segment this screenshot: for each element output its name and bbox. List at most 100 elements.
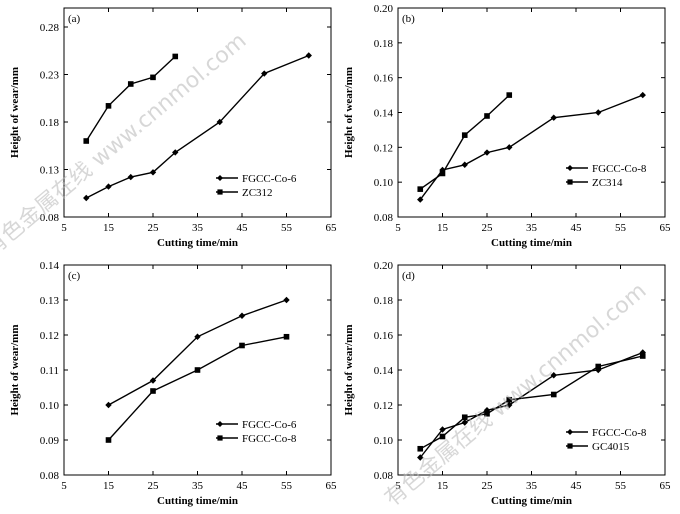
y-tick-label: 0.12	[374, 400, 393, 412]
x-axis-label: Cutting time/min	[491, 495, 572, 507]
data-point-diamond	[127, 173, 134, 181]
x-tick-label: 55	[615, 480, 627, 492]
x-tick-label: 65	[660, 480, 672, 492]
data-point-diamond	[461, 419, 468, 426]
x-tick-label: 15	[437, 480, 449, 492]
y-tick-label: 0.08	[40, 212, 60, 224]
x-tick-label: 25	[482, 222, 494, 234]
data-point-square	[595, 363, 602, 370]
legend: FGCC-Co-8 GC4015	[566, 427, 647, 453]
y-tick-label: 0.09	[40, 435, 60, 447]
y-tick-label: 0.08	[40, 470, 60, 482]
y-tick-label: 0.08	[374, 470, 394, 482]
y-axis-label: Height of wear/mm	[343, 324, 355, 415]
x-tick-label: 55	[281, 222, 293, 234]
x-tick-label: 55	[281, 480, 293, 492]
x-tick-label: 5	[61, 480, 67, 492]
data-point-diamond	[550, 114, 557, 121]
y-tick-label: 0.20	[374, 3, 394, 15]
x-tick-label: 45	[571, 480, 583, 492]
legend-marker-square	[217, 435, 223, 441]
data-point-diamond	[639, 91, 646, 99]
data-point-diamond	[105, 401, 112, 409]
x-tick-label: 15	[103, 222, 115, 234]
data-point-square	[417, 445, 424, 452]
legend-marker-square	[567, 443, 573, 449]
data-point-square	[439, 433, 446, 440]
y-tick-label: 0.13	[40, 295, 60, 307]
series-line-1	[108, 299, 287, 406]
x-tick-label: 55	[615, 222, 627, 234]
y-tick-label: 0.14	[374, 365, 394, 377]
y-tick-label: 0.18	[374, 38, 394, 50]
data-point-square	[461, 132, 468, 138]
x-tick-label: 25	[148, 222, 160, 234]
data-point-diamond	[417, 196, 424, 203]
data-point-square	[484, 410, 490, 417]
chart-panel-1: 5 15 25 35 45 55 65 0.08 0.13 0.18 0.23 0.28 Cutting…	[9, 7, 338, 249]
data-point-diamond	[305, 52, 312, 59]
data-point-diamond	[194, 333, 201, 340]
y-tick-label: 0.16	[374, 73, 394, 85]
x-axis-label: Cutting time/min	[157, 495, 238, 507]
data-point-diamond	[238, 312, 246, 319]
data-point-diamond	[83, 194, 90, 202]
x-tick-label: 5	[395, 222, 401, 234]
data-point-square	[150, 388, 156, 394]
x-tick-label: 65	[326, 480, 338, 492]
legend-entry-label: GC4015	[592, 441, 630, 453]
legend-marker-diamond	[567, 165, 573, 171]
plot-frame	[397, 7, 666, 218]
data-point-diamond	[483, 149, 491, 156]
legend-entry-label: FGCC-Co-8	[592, 427, 647, 439]
chart-panel-4: 5 15 25 35 45 55 65 0.08 0.10 0.12 0.14 0.16 0.18 0.2…	[343, 260, 671, 507]
y-tick-label: 0.18	[40, 117, 60, 129]
data-point-diamond	[550, 372, 557, 379]
x-tick-label: 5	[61, 222, 67, 234]
watermark-text: 有色金属在线 www.cnnmol.com	[380, 278, 651, 511]
x-axis-label: Cutting time/min	[491, 237, 572, 249]
data-point-diamond	[149, 169, 157, 176]
chart-panel-3: 5 15 25 35 45 55 65 0.08 0.09 0.10 0.11 0.12 0.13 0.1…	[9, 260, 337, 507]
legend-marker-diamond	[217, 175, 223, 181]
y-tick-label: 0.18	[374, 295, 394, 307]
data-point-diamond	[595, 109, 602, 116]
legend-marker-diamond	[217, 421, 223, 427]
y-axis-label: Height of wear/mm	[9, 67, 21, 158]
x-tick-label: 35	[526, 222, 538, 234]
y-tick-label: 0.13	[40, 165, 60, 177]
y-tick-label: 0.23	[40, 70, 60, 82]
legend-marker-square	[217, 189, 223, 195]
y-tick-label: 0.14	[374, 108, 394, 120]
x-tick-label: 35	[526, 480, 538, 492]
y-tick-label: 0.12	[374, 142, 393, 154]
y-tick-label: 0.12	[40, 330, 59, 342]
data-point-diamond	[283, 296, 290, 304]
panel-label: (c)	[68, 270, 81, 282]
legend: FGCC-Co-6 ZC312	[216, 173, 297, 199]
x-tick-label: 65	[326, 222, 338, 234]
data-point-square	[239, 342, 245, 349]
legend-entry-label: ZC314	[592, 177, 623, 189]
legend-marker-square	[567, 179, 573, 185]
x-tick-label: 25	[148, 480, 160, 492]
x-tick-label: 15	[437, 222, 449, 234]
series-line-2	[419, 355, 643, 450]
x-tick-label: 5	[395, 480, 401, 492]
series-line-1	[85, 54, 310, 199]
x-tick-label: 65	[660, 222, 672, 234]
data-point-square	[550, 391, 557, 398]
y-tick-label: 0.11	[40, 365, 59, 377]
data-point-square	[172, 53, 179, 60]
y-tick-label: 0.08	[374, 212, 394, 224]
data-point-square	[439, 170, 446, 177]
legend-marker-diamond	[567, 429, 573, 435]
y-tick-label: 0.20	[374, 260, 394, 272]
data-point-diamond	[172, 149, 179, 156]
data-point-square	[150, 74, 156, 81]
x-tick-label: 35	[192, 480, 204, 492]
x-tick-label: 45	[237, 480, 249, 492]
y-tick-label: 0.16	[374, 330, 394, 342]
x-tick-label: 45	[237, 222, 249, 234]
